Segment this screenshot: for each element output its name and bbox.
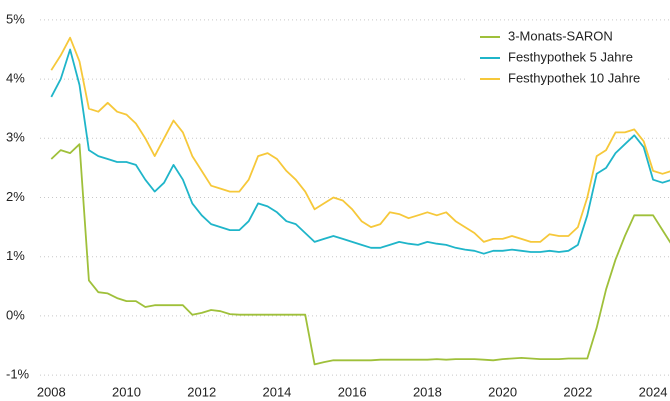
legend-label: 3-Monats-SARON <box>508 28 613 43</box>
y-tick-label: -1% <box>6 367 30 382</box>
x-tick-label: 2008 <box>37 384 66 399</box>
x-tick-label: 2016 <box>338 384 367 399</box>
series-line <box>50 143 670 366</box>
legend-label: Festhypothek 5 Jahre <box>508 49 633 64</box>
x-tick-label: 2010 <box>112 384 141 399</box>
x-tick-label: 2022 <box>563 384 592 399</box>
y-tick-label: 3% <box>6 130 25 145</box>
x-tick-label: 2012 <box>187 384 216 399</box>
legend-label: Festhypothek 10 Jahre <box>508 70 640 85</box>
y-tick-label: 2% <box>6 189 25 204</box>
x-tick-label: 2024 <box>639 384 668 399</box>
x-tick-label: 2020 <box>488 384 517 399</box>
y-tick-label: 0% <box>6 307 25 322</box>
y-tick-label: 4% <box>6 71 25 86</box>
x-tick-label: 2014 <box>262 384 291 399</box>
y-tick-label: 5% <box>6 11 25 26</box>
series-line <box>50 36 670 243</box>
series-line <box>50 48 670 255</box>
x-tick-label: 2018 <box>413 384 442 399</box>
y-tick-label: 1% <box>6 248 25 263</box>
